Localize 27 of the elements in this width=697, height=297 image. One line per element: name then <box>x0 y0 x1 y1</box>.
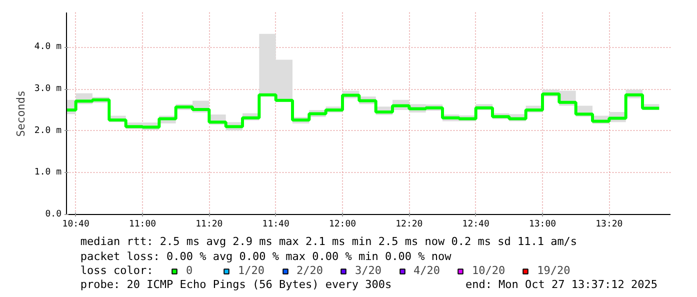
y-tick-label: 1.0 m <box>34 168 62 178</box>
x-tick-label: 11:40 <box>262 220 290 230</box>
legend-label: 1/20 <box>238 264 264 277</box>
legend-label: 19/20 <box>537 264 570 277</box>
x-tick-label: 11:00 <box>128 220 156 230</box>
text: packet loss: 0.00 % avg 0.00 % max 0.00 % min 0.00 % now <box>80 250 452 263</box>
x-tick-label: 12:00 <box>328 220 356 230</box>
legend-label: 3/20 <box>355 264 382 277</box>
y-tick-label: 3.0 m <box>34 84 62 94</box>
legend-label: 2/20 <box>296 264 323 277</box>
x-tick-label: 13:20 <box>596 220 623 230</box>
y-tick-label: 4.0 m <box>34 42 62 52</box>
x-tick-label: 12:20 <box>396 220 423 230</box>
y-axis-title: Seconds <box>14 90 28 137</box>
text: end: Mon Oct 27 13:37:12 2025 <box>465 278 658 291</box>
x-tick-label: 13:00 <box>528 220 556 230</box>
y-tick-label: 0.0 <box>45 210 62 220</box>
y-tick-label: 2.0 m <box>34 126 62 136</box>
x-tick-label: 10:40 <box>62 220 90 230</box>
x-tick-label: 11:20 <box>196 220 223 230</box>
text: median rtt: 2.5 ms avg 2.9 ms max 2.1 ms min 2.5 ms now 0.2 ms sd 11.1 am/s <box>80 235 578 248</box>
legend-title: loss color: <box>80 264 154 277</box>
x-tick-label: 12:40 <box>462 220 490 230</box>
legend-label: 4/20 <box>414 264 440 277</box>
text: probe: 20 ICMP Echo Pings (56 Bytes) every 300s <box>80 278 392 291</box>
legend-label: 10/20 <box>472 264 506 277</box>
legend-label: 0 <box>186 264 194 277</box>
